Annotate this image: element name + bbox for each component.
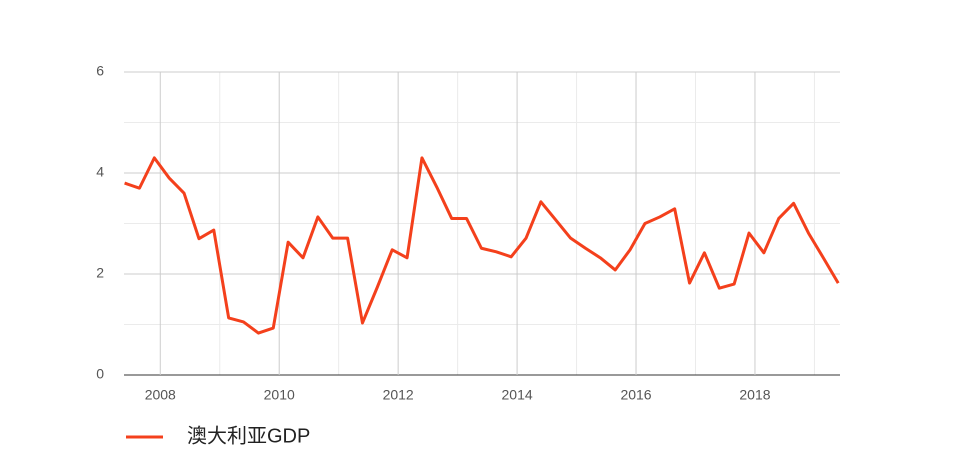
data-line <box>124 156 840 335</box>
x-tick-label: 2014 <box>502 387 533 403</box>
x-tick-label: 2016 <box>620 387 651 403</box>
y-tick-label: 4 <box>96 164 104 180</box>
x-tick-label: 2008 <box>145 387 176 403</box>
x-tick-label: 2018 <box>739 387 770 403</box>
y-tick-label: 2 <box>96 265 104 281</box>
x-tick-label: 2010 <box>264 387 295 403</box>
x-tick-label: 2012 <box>383 387 414 403</box>
y-tick-label: 6 <box>96 63 104 79</box>
y-tick-label: 0 <box>96 366 104 382</box>
legend-text: 澳大利亚GDP <box>187 424 310 447</box>
